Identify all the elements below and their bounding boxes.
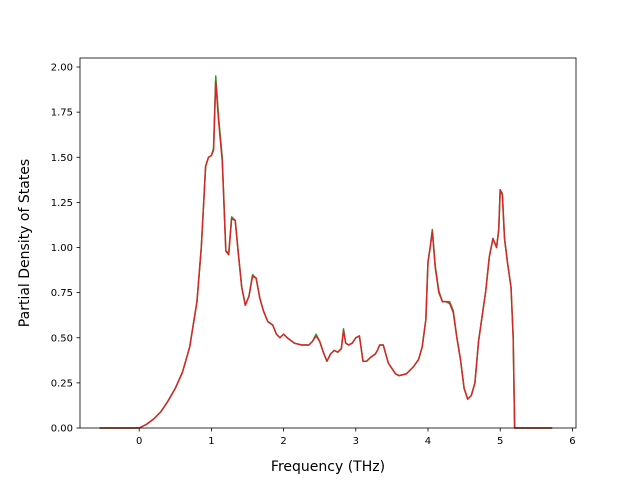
x-tick-label: 4 (425, 436, 431, 447)
x-tick-label: 2 (280, 436, 286, 447)
y-tick-label: 0.75 (51, 288, 73, 299)
y-tick-label: 1.25 (51, 198, 73, 209)
x-tick-label: 0 (136, 436, 142, 447)
x-axis-ticks: 0 1 2 3 4 5 6 (136, 428, 576, 447)
x-axis-label: Frequency (THz) (271, 459, 385, 475)
y-tick-label: 0.00 (51, 424, 73, 435)
x-tick-label: 3 (353, 436, 359, 447)
plot-frame (79, 57, 577, 429)
y-tick-label: 1.00 (51, 243, 73, 254)
y-axis-label: Partial Density of States (17, 159, 33, 327)
y-tick-label: 0.50 (51, 333, 73, 344)
x-tick-label: 1 (208, 436, 214, 447)
y-tick-label: 2.00 (51, 63, 73, 74)
series-line-2 (99, 80, 553, 429)
y-tick-label: 0.25 (51, 378, 73, 389)
series-layer (99, 75, 553, 429)
plot-area (80, 58, 576, 428)
y-tick-label: 1.75 (51, 108, 73, 119)
x-tick-label: 6 (569, 436, 575, 447)
y-axis-ticks: 0.00 0.25 0.50 0.75 1.00 1.25 1.50 1.75 2.00 (51, 63, 80, 435)
x-tick-label: 5 (497, 436, 503, 447)
y-tick-label: 1.50 (51, 153, 73, 164)
